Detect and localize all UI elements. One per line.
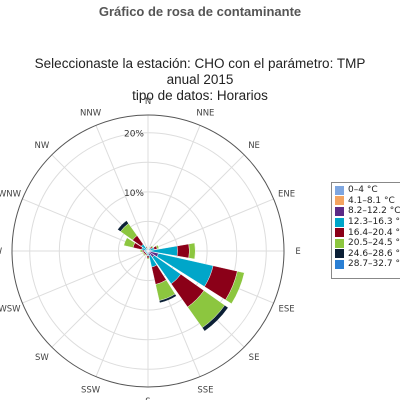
bar-segment bbox=[145, 254, 148, 256]
legend-label: 20.5–24.5 °C bbox=[348, 238, 400, 249]
bar-segment bbox=[158, 293, 177, 304]
legend-swatch bbox=[335, 196, 344, 206]
grid-spoke bbox=[51, 250, 149, 348]
bar-segment bbox=[140, 249, 143, 253]
direction-label: SSW bbox=[81, 386, 101, 396]
direction-label: NNE bbox=[196, 108, 214, 118]
legend-item[interactable]: 0–4 °C bbox=[335, 185, 400, 196]
chart-title-line-3: tipo de datos: Horarios bbox=[132, 88, 268, 103]
direction-label: WNW bbox=[0, 190, 22, 200]
direction-label: SSE bbox=[197, 386, 213, 396]
legend-swatch bbox=[335, 217, 344, 227]
direction-label: W bbox=[0, 247, 3, 257]
bar-segment bbox=[176, 243, 190, 259]
legend-label: 8.2–12.2 °C bbox=[348, 206, 400, 217]
chart-title-line-1: Seleccionaste la estación: CHO con el pa… bbox=[34, 56, 366, 71]
bar-segment bbox=[150, 245, 154, 249]
legend-item[interactable]: 16.4–20.4 °C bbox=[335, 227, 400, 238]
direction-label: NNW bbox=[80, 108, 102, 118]
legend: 0–4 °C4.1–8.1 °C8.2–12.2 °C12.3–16.3 °C1… bbox=[331, 182, 400, 279]
legend-label: 24.6–28.6 °C bbox=[348, 248, 400, 259]
legend-item[interactable]: 8.2–12.2 °C bbox=[335, 206, 400, 217]
direction-label: WSW bbox=[0, 304, 21, 314]
grid-spoke bbox=[147, 154, 245, 252]
direction-label: NW bbox=[35, 141, 50, 151]
bars bbox=[117, 220, 245, 332]
grid-spoke bbox=[147, 198, 274, 252]
bar-segment bbox=[225, 270, 245, 304]
bar-segment bbox=[188, 242, 196, 260]
legend-item[interactable]: 4.1–8.1 °C bbox=[335, 196, 400, 207]
bar-segment bbox=[145, 246, 148, 248]
bar-segment bbox=[117, 220, 129, 232]
direction-label: ESE bbox=[279, 304, 295, 314]
legend-swatch bbox=[335, 185, 344, 195]
legend-swatch bbox=[335, 206, 344, 216]
grid-spoke bbox=[95, 125, 149, 252]
direction-label: SW bbox=[35, 353, 49, 363]
grid-spoke bbox=[22, 250, 149, 304]
direction-label: NE bbox=[248, 141, 260, 151]
bar-segment bbox=[201, 304, 229, 332]
direction-label: SE bbox=[249, 353, 260, 363]
chart-title-line-2: anual 2015 bbox=[166, 72, 234, 87]
bar-segment bbox=[146, 255, 150, 259]
legend-swatch bbox=[335, 259, 344, 269]
legend-label: 4.1–8.1 °C bbox=[348, 195, 395, 206]
legend-swatch bbox=[335, 249, 344, 259]
direction-label: E bbox=[295, 247, 300, 257]
bar-segment bbox=[142, 253, 146, 257]
radial-tick-label: 10% bbox=[124, 189, 144, 199]
grid-spoke bbox=[147, 125, 201, 252]
legend-swatch bbox=[335, 238, 344, 248]
direction-label: S bbox=[145, 397, 150, 400]
bar-segment bbox=[141, 251, 145, 255]
legend-item[interactable]: 12.3–16.3 °C bbox=[335, 217, 400, 228]
radial-tick-label: 20% bbox=[124, 130, 144, 140]
legend-label: 28.7–32.7 °C bbox=[348, 259, 400, 270]
legend-item[interactable]: 20.5–24.5 °C bbox=[335, 238, 400, 249]
bar-segment bbox=[155, 244, 160, 250]
direction-label: N bbox=[145, 97, 151, 107]
chart-title: Seleccionaste la estación: CHO con el pa… bbox=[0, 56, 400, 104]
legend-label: 16.4–20.4 °C bbox=[348, 227, 400, 238]
page-title: Gráfico de rosa de contaminante bbox=[98, 4, 302, 19]
legend-label: 0–4 °C bbox=[348, 185, 378, 196]
legend-item[interactable]: 28.7–32.7 °C bbox=[335, 259, 400, 270]
legend-item[interactable]: 24.6–28.6 °C bbox=[335, 249, 400, 260]
bar-segment bbox=[146, 257, 150, 260]
outer-circle bbox=[11, 114, 285, 388]
direction-label: ENE bbox=[278, 190, 295, 200]
grid-spoke bbox=[95, 250, 149, 377]
bar-segment bbox=[123, 237, 136, 248]
legend-swatch bbox=[335, 228, 344, 238]
legend-label: 12.3–16.3 °C bbox=[348, 217, 400, 228]
